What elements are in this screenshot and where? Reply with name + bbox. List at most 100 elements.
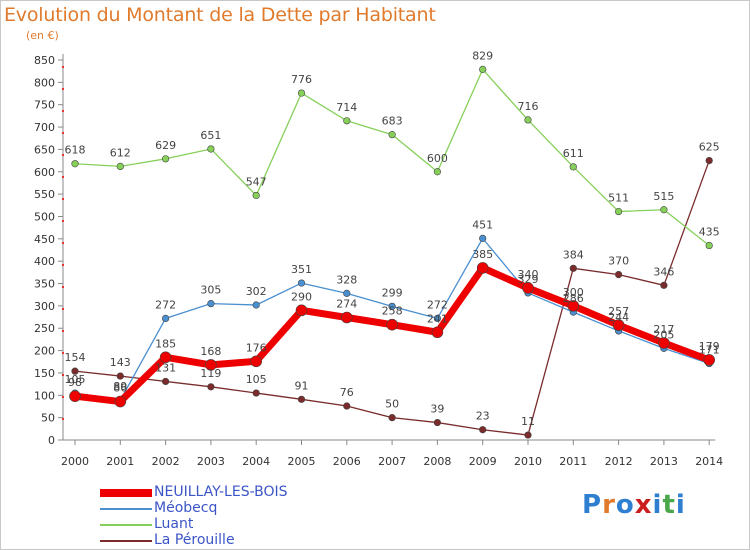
data-point-luant <box>343 117 351 125</box>
data-point-neuillay-les-bois <box>567 300 580 312</box>
y-tick-label: 750 <box>34 99 55 112</box>
data-label-luant: 776 <box>291 73 312 86</box>
data-point-meobecq <box>479 234 487 242</box>
data-label-luant: 716 <box>518 100 539 113</box>
data-point-la-perouille <box>433 418 442 427</box>
data-label-luant: 435 <box>699 226 720 239</box>
proxiti-logo: Proxiti <box>582 490 686 520</box>
data-label-neuillay-les-bois: 217 <box>653 323 674 336</box>
data-point-luant <box>252 191 260 200</box>
data-label-luant: 829 <box>472 49 493 62</box>
data-label-neuillay-les-bois: 168 <box>200 345 221 358</box>
data-label-meobecq: 171 <box>699 344 720 357</box>
data-label-luant: 618 <box>65 144 86 157</box>
y-tick-label: 100 <box>34 389 55 402</box>
data-label-neuillay-les-bois: 257 <box>608 305 629 318</box>
data-point-meobecq <box>343 289 351 297</box>
data-label-la-perouille: 11 <box>521 415 535 428</box>
data-label-neuillay-les-bois: 274 <box>336 298 357 311</box>
y-tick-label: 700 <box>34 121 55 134</box>
data-point-luant <box>162 155 170 163</box>
x-tick-label: 2000 <box>61 455 89 468</box>
data-point-la-perouille <box>569 264 577 272</box>
x-tick-label: 2005 <box>288 455 316 468</box>
data-label-meobecq: 286 <box>563 292 584 305</box>
legend-swatch <box>100 524 152 526</box>
data-point-meobecq <box>162 314 170 323</box>
unit-label: (en €) <box>26 29 59 42</box>
data-point-neuillay-les-bois <box>612 319 625 331</box>
x-tick-label: 2011 <box>559 455 587 468</box>
x-tick-label: 2006 <box>333 455 361 468</box>
legend-label: Luant <box>154 516 194 532</box>
data-label-meobecq: 305 <box>200 284 221 297</box>
y-tick-label: 150 <box>34 367 55 380</box>
data-point-meobecq <box>252 301 260 309</box>
data-label-neuillay-les-bois: 340 <box>518 268 539 281</box>
data-point-luant <box>660 206 668 214</box>
data-point-luant <box>388 131 396 139</box>
y-tick-label: 250 <box>34 322 55 335</box>
x-tick-label: 2004 <box>242 455 270 468</box>
data-point-meobecq <box>207 300 215 308</box>
data-point-neuillay-les-bois <box>476 262 489 274</box>
y-tick-label: 400 <box>34 255 55 268</box>
data-point-neuillay-les-bois <box>114 395 127 408</box>
data-point-la-perouille <box>162 377 170 386</box>
data-label-la-perouille: 346 <box>653 265 674 278</box>
data-point-luant <box>71 160 79 168</box>
data-point-luant <box>297 89 306 97</box>
y-tick-label: 300 <box>34 300 55 313</box>
data-point-luant <box>705 241 713 250</box>
y-tick-label: 550 <box>34 188 55 201</box>
data-label-neuillay-les-bois: 176 <box>246 341 267 354</box>
legend-swatch <box>100 489 152 497</box>
data-label-meobecq: 351 <box>291 263 312 276</box>
y-tick-label: 650 <box>34 143 55 156</box>
data-label-meobecq: 328 <box>336 273 357 286</box>
data-point-la-perouille <box>388 414 396 422</box>
y-tick-label: 0 <box>48 434 55 447</box>
x-tick-label: 2008 <box>423 455 451 468</box>
y-tick-label: 500 <box>34 210 55 223</box>
data-point-meobecq <box>297 279 306 287</box>
data-point-neuillay-les-bois <box>340 311 353 324</box>
data-point-meobecq <box>388 302 396 310</box>
x-tick-label: 2010 <box>514 455 542 468</box>
data-point-la-perouille <box>660 281 668 289</box>
x-tick-label: 2014 <box>695 455 723 468</box>
data-point-neuillay-les-bois <box>159 351 172 364</box>
data-point-la-perouille <box>614 270 623 279</box>
data-label-la-perouille: 23 <box>476 410 490 423</box>
data-label-luant: 547 <box>246 175 267 188</box>
data-label-la-perouille: 370 <box>608 255 629 268</box>
data-point-neuillay-les-bois <box>386 318 398 331</box>
data-point-luant <box>569 163 577 171</box>
data-point-neuillay-les-bois <box>295 304 308 317</box>
data-label-la-perouille: 105 <box>246 373 267 386</box>
data-label-neuillay-les-bois: 290 <box>291 290 312 303</box>
data-point-la-perouille <box>71 367 79 375</box>
data-label-la-perouille: 625 <box>699 141 720 154</box>
y-tick-label: 200 <box>34 345 55 358</box>
data-label-la-perouille: 154 <box>65 351 86 364</box>
data-point-la-perouille <box>297 395 306 403</box>
data-label-meobecq: 205 <box>653 328 674 341</box>
data-label-la-perouille: 131 <box>155 361 176 374</box>
data-point-neuillay-les-bois <box>522 282 534 294</box>
data-point-la-perouille <box>524 431 532 439</box>
data-point-neuillay-les-bois <box>250 355 263 368</box>
legend-label: NEUILLAY-LES-BOIS <box>154 484 288 500</box>
chart-title: Evolution du Montant de la Dette par Hab… <box>4 4 436 26</box>
data-point-la-perouille <box>705 156 713 165</box>
data-point-luant <box>524 116 532 124</box>
y-tick-label: 600 <box>34 166 55 179</box>
legend-swatch <box>100 540 152 542</box>
data-label-la-perouille: 50 <box>385 398 399 411</box>
data-label-luant: 600 <box>427 152 448 165</box>
data-label-neuillay-les-bois: 300 <box>563 286 584 299</box>
y-tick-label: 800 <box>34 76 55 89</box>
data-label-neuillay-les-bois: 385 <box>472 248 493 261</box>
data-point-luant <box>207 145 215 153</box>
